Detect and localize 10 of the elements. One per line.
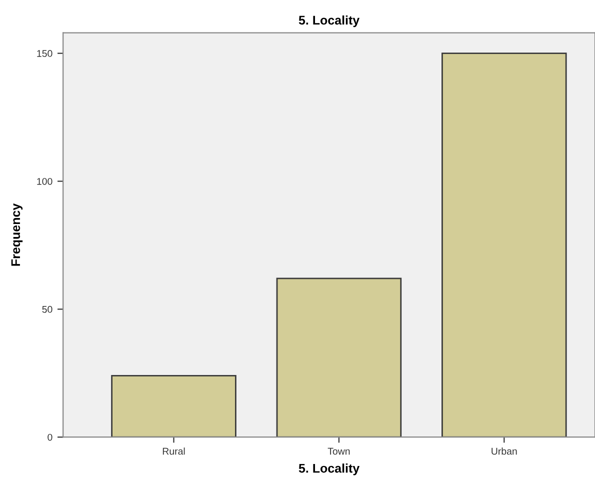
y-tick-label: 100 xyxy=(37,178,52,185)
y-tick-label: 0 xyxy=(48,434,52,441)
x-tick-label: Town xyxy=(328,448,350,455)
chart-title: 5. Locality xyxy=(298,15,360,28)
x-tick-label: Rural xyxy=(162,448,185,455)
y-tick-label: 50 xyxy=(42,306,52,313)
x-tick-label: Urban xyxy=(492,448,517,455)
y-tick-label: 150 xyxy=(37,50,52,57)
x-axis-title: 5. Locality xyxy=(298,464,360,476)
y-axis-title: Frequency xyxy=(11,203,23,266)
